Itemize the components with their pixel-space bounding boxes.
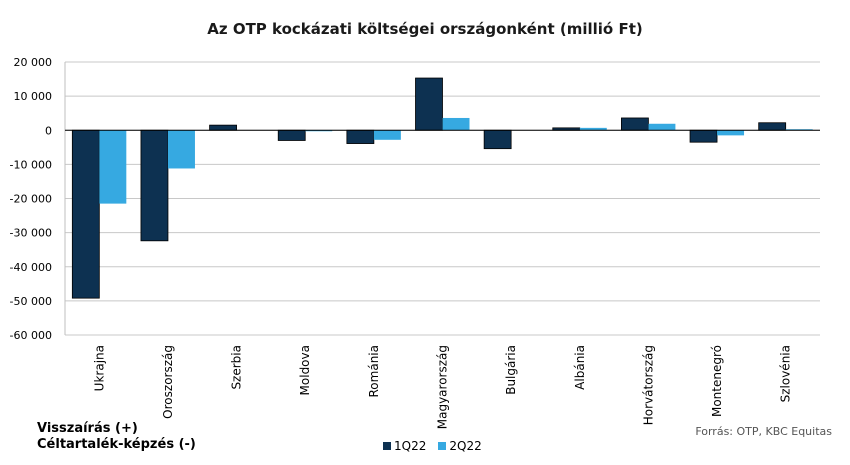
bars [71, 77, 813, 299]
bar-1q22-8 [621, 117, 649, 131]
bar-1q22-9 [689, 129, 718, 143]
y-tick-label: -30 000 [10, 227, 52, 240]
note-positive: Visszaírás (+) [37, 421, 138, 436]
bar-2q22-3 [305, 130, 333, 132]
legend: 1Q22 2Q22 [383, 439, 494, 453]
bar-1q22-10 [758, 122, 787, 131]
y-tick-label: 20 000 [14, 56, 53, 69]
y-tick-label: 0 [45, 124, 52, 137]
bar-2q22-0 [99, 130, 127, 204]
bar-2q22-9 [717, 130, 745, 136]
y-tick-label: -10 000 [10, 158, 52, 171]
bar-1q22-2 [209, 124, 237, 131]
bar-2q22-1 [167, 130, 195, 169]
chart-title: Az OTP kockázati költségei országonként … [207, 20, 643, 38]
bar-1q22-3 [277, 129, 306, 141]
bar-1q22-4 [346, 129, 375, 144]
bar-2q22-4 [373, 130, 401, 140]
x-tick-label: Szerbia [230, 345, 244, 390]
bar-2q22-10 [785, 129, 813, 131]
bar-2q22-7 [579, 127, 607, 131]
x-tick-label: Montenegró [710, 345, 724, 417]
x-tick-label: Oroszország [161, 345, 175, 419]
legend-swatch-2q22 [438, 442, 447, 450]
y-tick-label: -60 000 [10, 329, 52, 342]
x-tick-label: Horvátország [641, 345, 655, 425]
y-tick-label: -40 000 [10, 261, 52, 274]
y-tick-label: 10 000 [14, 90, 53, 103]
x-tick-label: Magyarország [436, 345, 450, 429]
y-axis: 20 000 10 000 0 -10 000 -20 000 -30 000 -40 00… [10, 56, 52, 342]
x-tick-label: Bulgária [504, 345, 518, 395]
y-tick-label: -50 000 [10, 295, 52, 308]
x-tick-label: Albánia [573, 345, 587, 390]
legend-label-1q22: 1Q22 [394, 439, 427, 453]
bar-1q22-1 [140, 129, 169, 242]
x-tick-label: Moldova [298, 345, 312, 395]
bar-2q22-5 [442, 117, 470, 131]
y-tick-label: -20 000 [10, 193, 52, 206]
legend-swatch-1q22 [383, 442, 391, 450]
bar-1q22-6 [483, 129, 512, 150]
x-tick-label: Szlovénia [779, 345, 793, 402]
x-axis: Ukrajna Oroszország Szerbia Moldova Románia M… [65, 129, 820, 429]
source-note: Forrás: OTP, KBC Equitas [695, 425, 832, 438]
bar-1q22-5 [415, 77, 443, 131]
x-tick-label: Ukrajna [92, 345, 106, 391]
x-tick-label: Románia [367, 345, 381, 397]
legend-item-1q22: 1Q22 [383, 439, 426, 453]
legend-label-2q22: 2Q22 [449, 439, 482, 453]
bar-2q22-8 [648, 123, 676, 131]
note-negative: Céltartalék-képzés (-) [37, 437, 196, 452]
bar-1q22-0 [71, 129, 100, 299]
legend-item-2q22: 2Q22 [438, 439, 482, 453]
